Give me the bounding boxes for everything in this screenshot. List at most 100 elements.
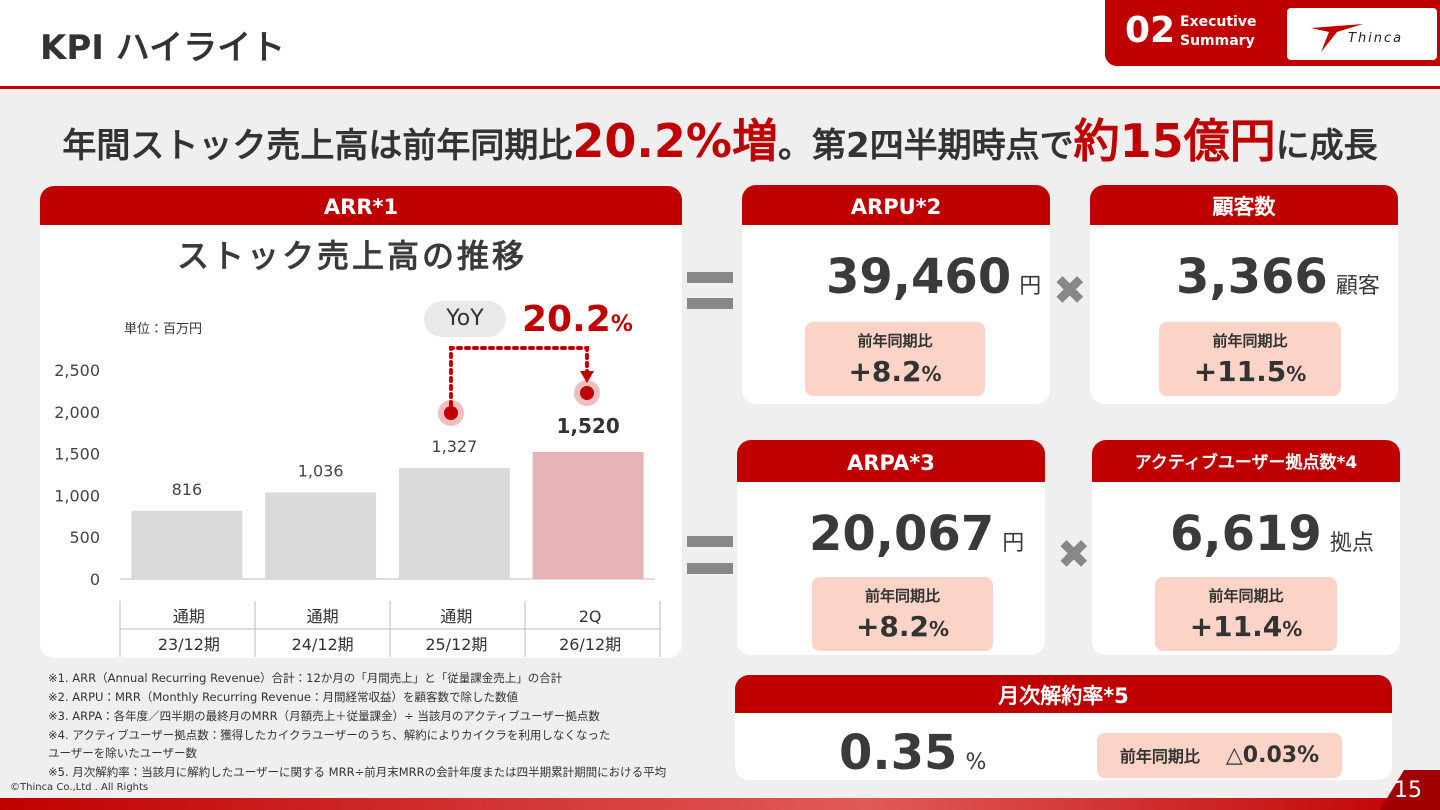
kpi-card: ARPU*2 39,460 円 前年同期比 +8.2% bbox=[742, 185, 1050, 404]
kpi-number: 20,067 bbox=[809, 506, 995, 562]
category-table bbox=[119, 601, 661, 657]
change-box: 前年同期比 +11.4% bbox=[1155, 577, 1337, 651]
kpi-card: ARPA*3 20,067 円 前年同期比 +8.2% bbox=[737, 440, 1045, 655]
equals-bar bbox=[687, 298, 733, 309]
change-box: 前年同期比 +8.2% bbox=[805, 322, 985, 396]
churn-card: 月次解約率*5 0.35% 前年同期比 △0.03% bbox=[735, 675, 1392, 780]
churn-unit: % bbox=[965, 750, 987, 775]
kpi-unit: 円 bbox=[1019, 274, 1042, 299]
change-unit: % bbox=[921, 362, 942, 386]
kpi-card: アクティブユーザー拠点数*4 6,619 拠点 前年同期比 +11.4% bbox=[1092, 440, 1400, 655]
panel-header: ARR*1 bbox=[40, 186, 682, 225]
x-tick-label: 通期 bbox=[440, 607, 472, 626]
page-number: 15 bbox=[1394, 778, 1422, 803]
yoy-value: 20.2% bbox=[522, 299, 633, 340]
footer-bar bbox=[0, 798, 1440, 810]
footnote: ※4. アクティブユーザー拠点数：獲得したカイクラユーザーのうち、解約によりカイ… bbox=[48, 728, 611, 742]
change-unit: % bbox=[1286, 362, 1307, 386]
bar-chart: ストック売上高の推移 単位：百万円 YoY 20.2% 0 500 1,000 1,5… bbox=[54, 237, 661, 657]
unit-note: 単位：百万円 bbox=[124, 321, 202, 337]
yoy-label: YoY bbox=[445, 306, 484, 331]
change-box: 前年同期比 △0.03% bbox=[1097, 733, 1342, 778]
change-number: +8.2 bbox=[848, 355, 922, 388]
kpi-unit: 顧客 bbox=[1335, 274, 1380, 299]
change-value: +8.2% bbox=[812, 610, 993, 643]
x-period-label: 23/12期 bbox=[158, 635, 220, 654]
chart-title: ストック売上高の推移 bbox=[177, 237, 527, 275]
kpi-value: 20,067 円 bbox=[809, 506, 1024, 562]
churn-number: 0.35 bbox=[839, 725, 958, 780]
card-header: 顧客数 bbox=[1090, 185, 1398, 225]
equals-bar bbox=[687, 272, 733, 283]
x-period-label: 24/12期 bbox=[292, 635, 354, 654]
times-sign: ✖ bbox=[1057, 532, 1091, 578]
headline-highlight: 20.2%増 bbox=[572, 114, 778, 168]
kpi-card: 顧客数 3,366 顧客 前年同期比 +11.5% bbox=[1090, 185, 1398, 404]
change-value: +11.4% bbox=[1155, 610, 1337, 643]
equals-bar bbox=[687, 563, 733, 574]
logo-mark bbox=[1311, 24, 1363, 52]
change-value: △0.03% bbox=[1225, 743, 1320, 768]
yoy-connector bbox=[449, 346, 589, 407]
kpi-value: 39,460 円 bbox=[826, 249, 1041, 305]
card-header: ARPA*3 bbox=[737, 440, 1045, 482]
kpi-number: 6,619 bbox=[1170, 506, 1322, 562]
churn-value: 0.35% bbox=[839, 725, 986, 780]
change-box: 前年同期比 +11.5% bbox=[1159, 322, 1341, 396]
headline-text: 。第2四半期時点で bbox=[777, 126, 1074, 166]
change-value: +11.5% bbox=[1159, 355, 1341, 388]
value-label: 1,036 bbox=[298, 461, 344, 480]
x-tick-label: 通期 bbox=[307, 607, 339, 626]
equals-bar bbox=[687, 536, 733, 547]
kpi-unit: 円 bbox=[1002, 531, 1025, 556]
bar bbox=[398, 468, 510, 579]
change-label: 前年同期比 bbox=[1119, 747, 1200, 766]
x-tick-label: 2Q bbox=[579, 607, 602, 626]
bar bbox=[131, 510, 243, 579]
change-box: 前年同期比 +8.2% bbox=[812, 577, 993, 651]
y-tick-label: 1,500 bbox=[54, 445, 100, 464]
value-label: 1,520 bbox=[556, 414, 619, 438]
kpi-number: 3,366 bbox=[1176, 249, 1328, 305]
bar bbox=[265, 492, 377, 579]
headline-highlight: 約15億円 bbox=[1073, 114, 1276, 168]
yoy-unit: % bbox=[611, 312, 633, 337]
footnote: ※3. ARPA：各年度／四半期の最終月のMRR（月額売上＋従量課金）÷ 当該月… bbox=[48, 709, 600, 723]
logo-box bbox=[1287, 8, 1437, 60]
card-header: 月次解約率*5 bbox=[735, 675, 1392, 713]
value-label: 1,327 bbox=[431, 437, 477, 456]
y-tick-label: 1,000 bbox=[54, 486, 100, 505]
kpi-value: 3,366 顧客 bbox=[1176, 249, 1380, 305]
marker bbox=[444, 406, 458, 420]
change-unit: % bbox=[1282, 617, 1303, 641]
change-label: 前年同期比 bbox=[864, 587, 940, 605]
section-label: Summary bbox=[1180, 33, 1255, 49]
change-label: 前年同期比 bbox=[1212, 332, 1288, 350]
footnote: ユーザーを除いたユーザー数 bbox=[48, 746, 198, 760]
yoy-arrow bbox=[580, 371, 594, 383]
change-label: 前年同期比 bbox=[857, 332, 933, 350]
kpi-unit: 拠点 bbox=[1329, 531, 1374, 556]
footnote: ※5. 月次解約率：当該月に解約したユーザーに関する MRR÷前月末MRRの会計… bbox=[48, 765, 667, 779]
change-number: +11.4 bbox=[1189, 610, 1283, 643]
logo-text: Thinca bbox=[1348, 31, 1404, 46]
headline: 年間ストック売上高は前年同期比20.2%増。第2四半期時点で約15億円に成長 bbox=[0, 105, 1440, 171]
y-tick-label: 2,000 bbox=[54, 403, 100, 422]
footnote: ※1. ARR（Annual Recurring Revenue）合計：12か月… bbox=[48, 671, 563, 685]
card-header: アクティブユーザー拠点数*4 bbox=[1092, 440, 1400, 482]
footnote: ※2. ARPU：MRR（Monthly Recurring Revenue：月… bbox=[48, 690, 519, 704]
x-period-label: 25/12期 bbox=[425, 635, 487, 654]
change-label: 前年同期比 bbox=[1208, 587, 1284, 605]
yoy-number: 20.2 bbox=[522, 299, 611, 340]
y-tick-label: 0 bbox=[90, 570, 100, 589]
bar bbox=[532, 451, 644, 579]
times-sign: ✖ bbox=[1053, 268, 1087, 314]
headline-text: に成長 bbox=[1275, 126, 1378, 166]
card-header: ARPU*2 bbox=[742, 185, 1050, 225]
value-label: 816 bbox=[172, 480, 203, 499]
kpi-value: 6,619 拠点 bbox=[1170, 506, 1374, 562]
change-number: +11.5 bbox=[1193, 355, 1287, 388]
headline-text: 年間ストック売上高は前年同期比 bbox=[62, 126, 573, 166]
kpi-number: 39,460 bbox=[826, 249, 1012, 305]
